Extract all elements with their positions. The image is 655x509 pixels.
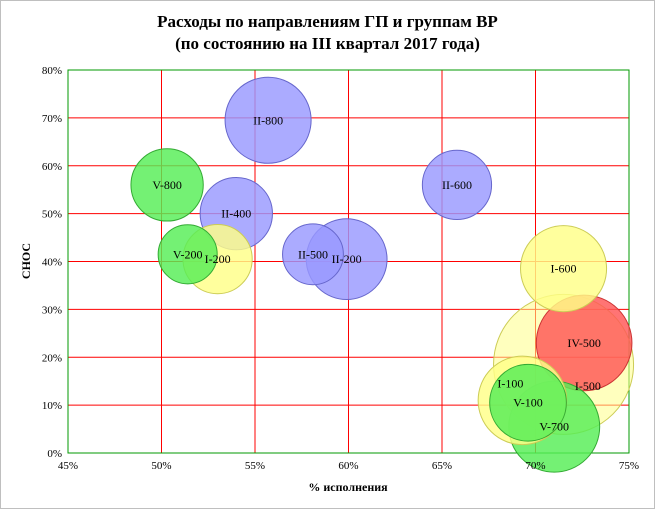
bubble-v-200 <box>157 224 218 285</box>
y-tick-labels: 0% 10% 20% 30% 40% 50% 60% 70% 80% <box>42 65 62 460</box>
bubble-v-100 <box>489 363 567 442</box>
x-tick-label: 65% <box>432 460 452 472</box>
bubbles <box>130 76 635 473</box>
bubble-label: II-600 <box>442 178 472 192</box>
bubble-labels: I-500 II-800 V-800 II-600 II-400 V-200 I-200 II… <box>152 113 601 433</box>
x-tick-label: 75% <box>619 460 639 472</box>
bubble-label: I-100 <box>497 377 523 391</box>
bubble-label: V-200 <box>173 247 203 261</box>
bubble-i-600 <box>520 225 608 313</box>
y-tick-label: 70% <box>42 113 62 125</box>
plot-border <box>67 69 630 454</box>
bubble-label: V-800 <box>152 178 182 192</box>
chart-subtitle: (по состоянию на III квартал 2017 года) <box>175 34 480 53</box>
x-tick-label: 70% <box>525 460 545 472</box>
bubble-label: II-200 <box>332 252 362 266</box>
bubble-label: I-200 <box>205 252 231 266</box>
bubble-label: I-600 <box>551 262 577 276</box>
x-tick-label: 60% <box>338 460 358 472</box>
bubble-label: V-100 <box>513 396 543 410</box>
bubble-label: II-400 <box>221 207 251 221</box>
bubble-ii-800 <box>224 76 312 164</box>
y-tick-label: 10% <box>42 400 62 412</box>
y-tick-label: 80% <box>42 65 62 77</box>
x-tick-label: 45% <box>58 460 78 472</box>
y-tick-label: 50% <box>42 209 62 221</box>
bubble-label: II-500 <box>298 247 328 261</box>
x-tick-label: 55% <box>245 460 265 472</box>
y-axis-title: СНОС <box>19 243 33 279</box>
y-tick-label: 20% <box>42 352 62 364</box>
y-tick-label: 40% <box>42 257 62 269</box>
bubble-ii-600 <box>421 149 493 221</box>
bubble-label: II-800 <box>253 113 283 127</box>
x-tick-labels: 45% 50% 55% 60% 65% 70% 75% <box>58 460 639 472</box>
bubble-label: I-500 <box>575 379 601 393</box>
y-tick-label: 0% <box>47 448 62 460</box>
x-tick-label: 50% <box>151 460 171 472</box>
chart-title: Расходы по направлениям ГП и группам ВР <box>157 12 498 31</box>
bubble-ii-500 <box>282 223 344 286</box>
y-tick-label: 30% <box>42 304 62 316</box>
bubble-label: IV-500 <box>567 336 601 350</box>
bubble-v-800 <box>130 148 204 222</box>
x-axis-title: % исполнения <box>308 480 388 494</box>
y-tick-label: 60% <box>42 161 62 173</box>
bubble-label: V-700 <box>539 420 569 434</box>
